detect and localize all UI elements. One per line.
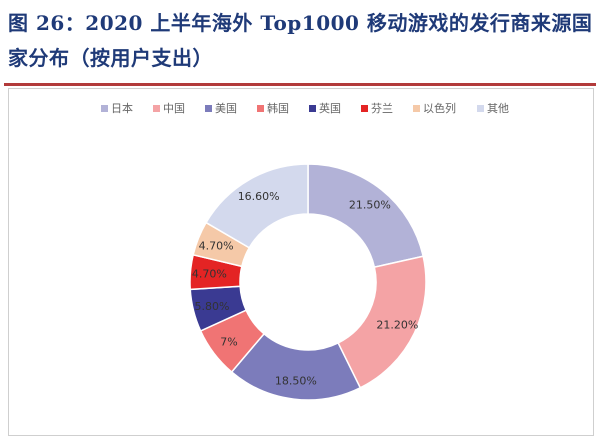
legend-label-2: 中国 xyxy=(163,102,185,115)
chart-slices xyxy=(189,163,427,401)
data-label-1: 21.50% xyxy=(349,199,391,212)
legend-swatch-3 xyxy=(205,105,212,112)
data-label-7: 4.70% xyxy=(199,239,234,252)
slice-8 xyxy=(205,163,309,249)
legend-label-8: 其他 xyxy=(487,102,509,115)
chart-container: 日本 中国 美国 韩国 英国 芬兰 以色列 其他 21.50% 21.20% 18.50% 7% 5.… xyxy=(8,88,594,436)
legend-swatch-2 xyxy=(153,105,160,112)
data-label-6: 4.70% xyxy=(192,268,227,281)
legend-label-3: 美国 xyxy=(215,102,237,115)
chart-legend: 日本 中国 美国 韩国 英国 芬兰 以色列 其他 xyxy=(101,101,509,115)
data-label-5: 5.80% xyxy=(194,300,229,313)
chart-data-labels: 21.50% 21.20% 18.50% 7% 5.80% 4.70% 4.70% 16.60… xyxy=(192,190,418,387)
legend-label-1: 日本 xyxy=(111,101,133,115)
legend-swatch-5 xyxy=(309,105,316,112)
title-rule xyxy=(4,83,596,86)
data-label-8: 16.60% xyxy=(238,190,280,203)
donut-chart: 日本 中国 美国 韩国 英国 芬兰 以色列 其他 21.50% 21.20% 18.50% 7% 5.… xyxy=(101,101,509,401)
legend-label-4: 韩国 xyxy=(267,101,289,115)
legend-swatch-1 xyxy=(101,105,108,112)
figure-title: 图 26：2020 上半年海外 Top1000 移动游戏的发行商来源国家分布（按… xyxy=(8,11,593,70)
legend-swatch-8 xyxy=(477,105,484,112)
data-label-2: 21.20% xyxy=(376,319,418,332)
data-label-3: 18.50% xyxy=(275,374,317,387)
legend-label-5: 英国 xyxy=(319,101,341,115)
slice-1 xyxy=(307,163,425,269)
data-label-4: 7% xyxy=(220,336,237,349)
legend-swatch-6 xyxy=(361,105,368,112)
legend-label-7: 以色列 xyxy=(423,101,456,115)
legend-label-6: 芬兰 xyxy=(371,102,393,115)
legend-swatch-7 xyxy=(413,105,420,112)
legend-swatch-4 xyxy=(257,105,264,112)
